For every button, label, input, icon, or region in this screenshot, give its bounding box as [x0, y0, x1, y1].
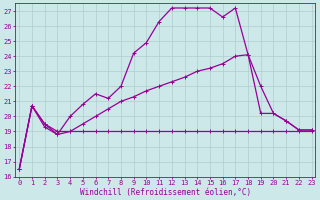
X-axis label: Windchill (Refroidissement éolien,°C): Windchill (Refroidissement éolien,°C) [80, 188, 251, 197]
